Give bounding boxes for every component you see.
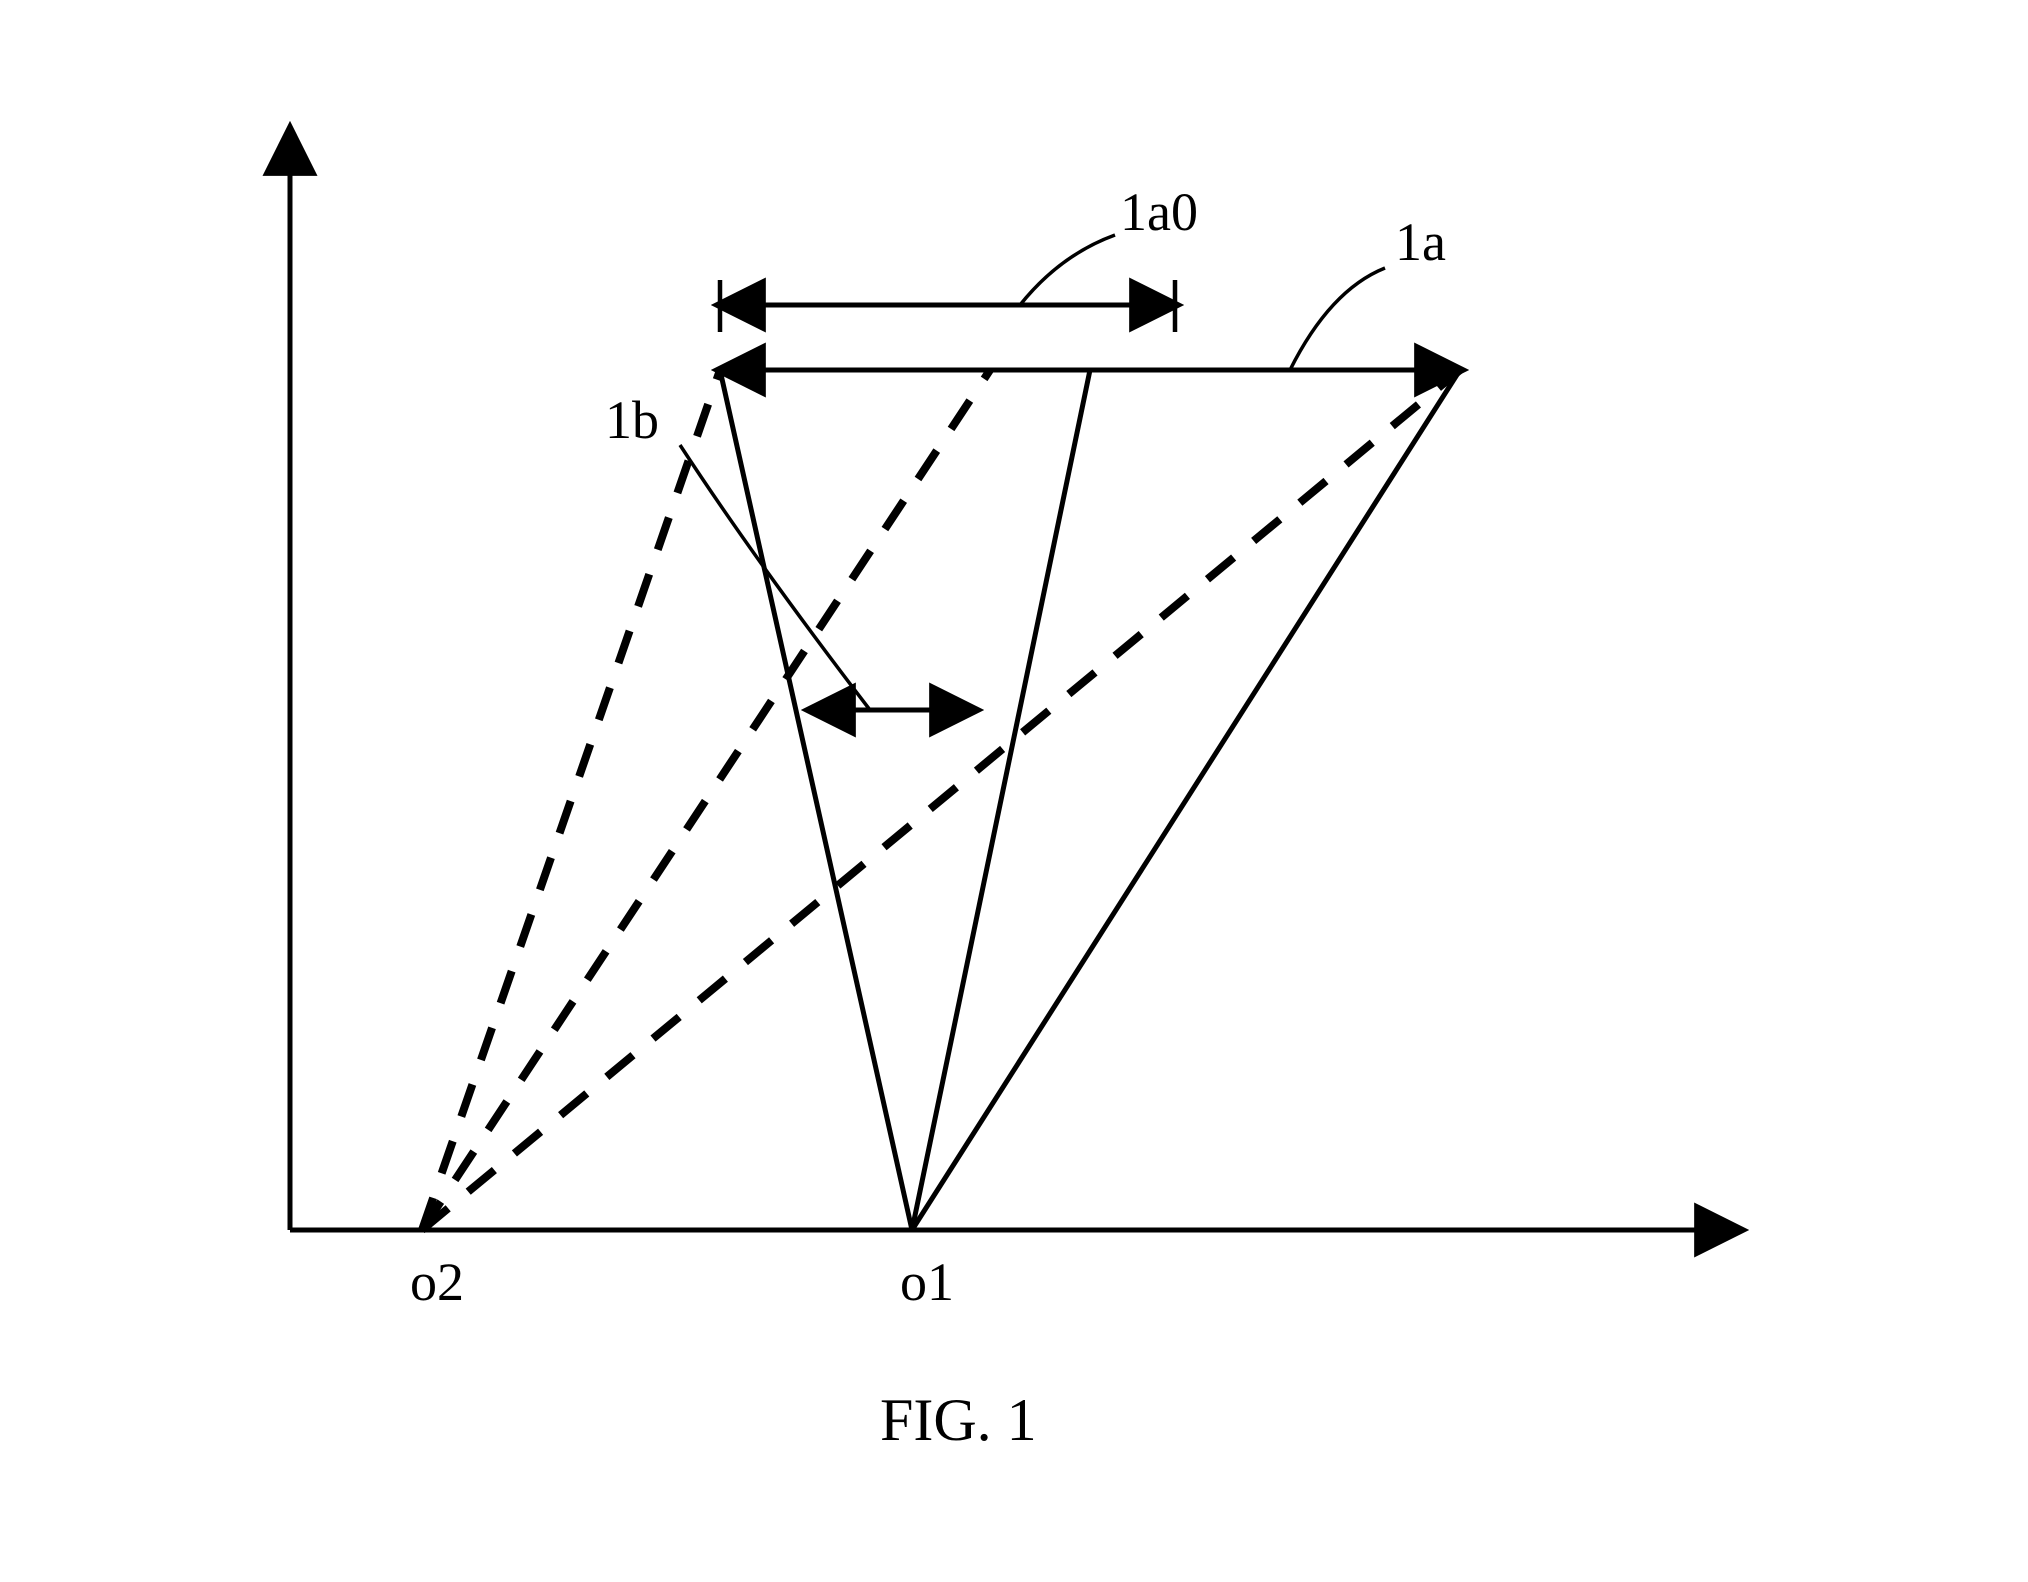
cone-o2-left: [422, 370, 720, 1230]
figure-diagram: 1a0 1a 1b o1 o2 FIG. 1: [0, 0, 2028, 1582]
leader-1a0: [1020, 235, 1115, 305]
cone-o1-left: [720, 370, 912, 1230]
label-o1: o1: [900, 1252, 954, 1312]
figure-caption: FIG. 1: [880, 1387, 1037, 1453]
label-1a: 1a: [1395, 212, 1446, 272]
leader-1b: [680, 445, 870, 710]
label-o2: o2: [410, 1252, 464, 1312]
leader-1a: [1290, 268, 1385, 370]
label-1b: 1b: [605, 390, 659, 450]
cone-o2-mid: [422, 370, 990, 1230]
label-1a0: 1a0: [1120, 182, 1198, 242]
cone-o1-right: [912, 370, 1460, 1230]
